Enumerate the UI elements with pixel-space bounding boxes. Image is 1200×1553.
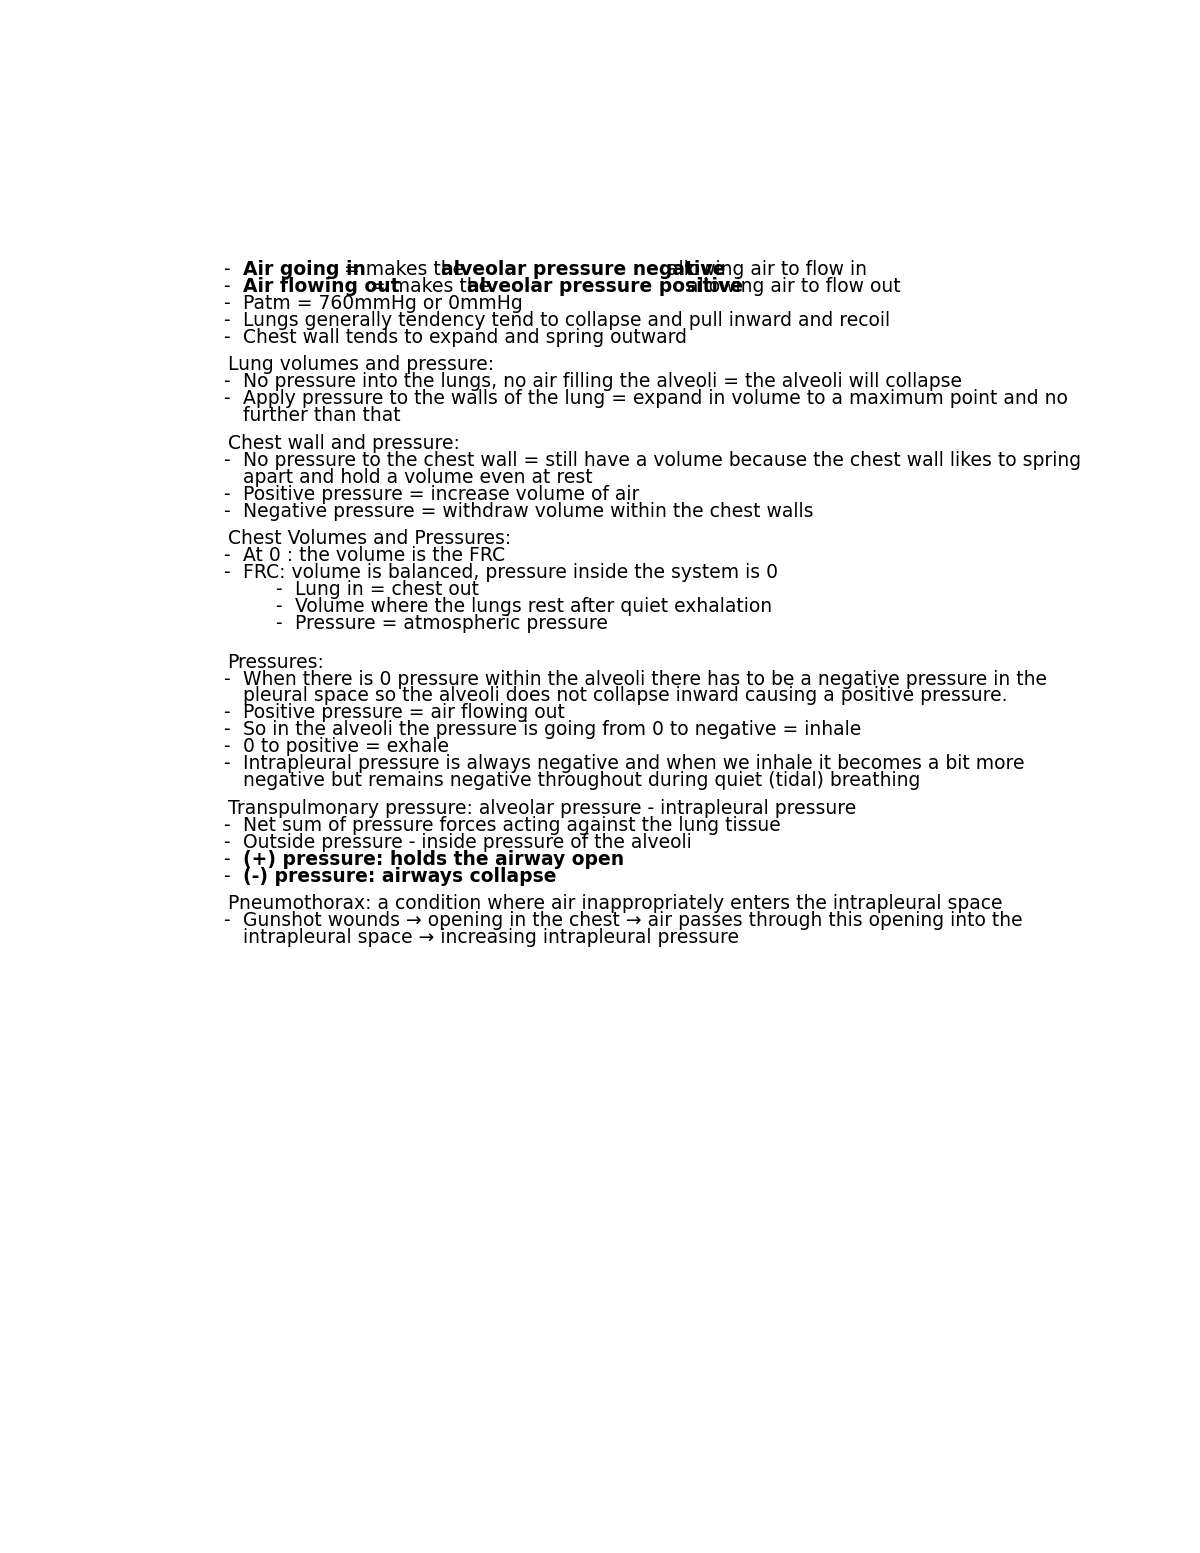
- Text: -: -: [223, 502, 230, 520]
- Text: Pneumothorax: a condition where air inappropriately enters the intrapleural spac: Pneumothorax: a condition where air inap…: [228, 895, 1002, 913]
- Text: -: -: [223, 564, 230, 582]
- Text: (+) pressure: holds the airway open: (+) pressure: holds the airway open: [242, 849, 624, 868]
- Text: Lung volumes and pressure:: Lung volumes and pressure:: [228, 356, 493, 374]
- Text: When there is 0 pressure within the alveoli there has to be a negative pressure : When there is 0 pressure within the alve…: [242, 669, 1046, 688]
- Text: -: -: [223, 815, 230, 836]
- Text: So in the alveoli the pressure is going from 0 to negative = inhale: So in the alveoli the pressure is going …: [242, 721, 862, 739]
- Text: -: -: [223, 832, 230, 851]
- Text: Lungs generally tendency tend to collapse and pull inward and recoil: Lungs generally tendency tend to collaps…: [242, 311, 890, 329]
- Text: -: -: [276, 598, 282, 617]
- Text: = makes the: = makes the: [338, 259, 470, 280]
- Text: negative but remains negative throughout during quiet (tidal) breathing: negative but remains negative throughout…: [242, 772, 920, 790]
- Text: Transpulmonary pressure: alveolar pressure - intrapleural pressure: Transpulmonary pressure: alveolar pressu…: [228, 798, 856, 818]
- Text: (-) pressure: airways collapse: (-) pressure: airways collapse: [242, 867, 557, 885]
- Text: alveolar pressure negative: alveolar pressure negative: [440, 259, 725, 280]
- Text: -: -: [223, 450, 230, 471]
- Text: Volume where the lungs rest after quiet exhalation: Volume where the lungs rest after quiet …: [295, 598, 772, 617]
- Text: Air flowing out: Air flowing out: [242, 276, 400, 297]
- Text: -: -: [223, 373, 230, 391]
- Text: Pressures:: Pressures:: [228, 652, 324, 671]
- Text: apart and hold a volume even at rest: apart and hold a volume even at rest: [242, 467, 593, 486]
- Text: allowing air to flow in: allowing air to flow in: [661, 259, 868, 280]
- Text: Pressure = atmospheric pressure: Pressure = atmospheric pressure: [295, 613, 607, 634]
- Text: Chest wall and pressure:: Chest wall and pressure:: [228, 433, 460, 453]
- Text: Gunshot wounds → opening in the chest → air passes through this opening into the: Gunshot wounds → opening in the chest → …: [242, 912, 1022, 930]
- Text: -: -: [223, 485, 230, 503]
- Text: Negative pressure = withdraw volume within the chest walls: Negative pressure = withdraw volume with…: [242, 502, 814, 520]
- Text: At 0 : the volume is the FRC: At 0 : the volume is the FRC: [242, 547, 505, 565]
- Text: Apply pressure to the walls of the lung = expand in volume to a maximum point an: Apply pressure to the walls of the lung …: [242, 390, 1068, 408]
- Text: Patm = 760mmHg or 0mmHg: Patm = 760mmHg or 0mmHg: [242, 294, 523, 312]
- Text: alveolar pressure positive: alveolar pressure positive: [467, 276, 743, 297]
- Text: Intrapleural pressure is always negative and when we inhale it becomes a bit mor: Intrapleural pressure is always negative…: [242, 755, 1025, 773]
- Text: -: -: [223, 294, 230, 312]
- Text: -: -: [223, 738, 230, 756]
- Text: -: -: [276, 581, 282, 599]
- Text: Lung in = chest out: Lung in = chest out: [295, 581, 479, 599]
- Text: -: -: [223, 311, 230, 329]
- Text: -: -: [223, 912, 230, 930]
- Text: pleural space so the alveoli does not collapse inward causing a positive pressur: pleural space so the alveoli does not co…: [242, 686, 1008, 705]
- Text: Positive pressure = increase volume of air: Positive pressure = increase volume of a…: [242, 485, 640, 503]
- Text: Air going in: Air going in: [242, 259, 366, 280]
- Text: intrapleural space → increasing intrapleural pressure: intrapleural space → increasing intraple…: [242, 929, 739, 947]
- Text: Outside pressure - inside pressure of the alveoli: Outside pressure - inside pressure of th…: [242, 832, 691, 851]
- Text: No pressure into the lungs, no air filling the alveoli = the alveoli will collap: No pressure into the lungs, no air filli…: [242, 373, 962, 391]
- Text: further than that: further than that: [242, 407, 401, 426]
- Text: No pressure to the chest wall = still have a volume because the chest wall likes: No pressure to the chest wall = still ha…: [242, 450, 1081, 471]
- Text: -: -: [223, 259, 230, 280]
- Text: -: -: [223, 704, 230, 722]
- Text: Net sum of pressure forces acting against the lung tissue: Net sum of pressure forces acting agains…: [242, 815, 781, 836]
- Text: allowing air to flow out: allowing air to flow out: [680, 276, 900, 297]
- Text: Chest Volumes and Pressures:: Chest Volumes and Pressures:: [228, 530, 511, 548]
- Text: -: -: [223, 867, 230, 885]
- Text: 0 to positive = exhale: 0 to positive = exhale: [242, 738, 449, 756]
- Text: -: -: [276, 613, 282, 634]
- Text: -: -: [223, 328, 230, 346]
- Text: Chest wall tends to expand and spring outward: Chest wall tends to expand and spring ou…: [242, 328, 686, 346]
- Text: -: -: [223, 547, 230, 565]
- Text: = makes the: = makes the: [365, 276, 497, 297]
- Text: -: -: [223, 849, 230, 868]
- Text: FRC: volume is balanced, pressure inside the system is 0: FRC: volume is balanced, pressure inside…: [242, 564, 778, 582]
- Text: -: -: [223, 721, 230, 739]
- Text: -: -: [223, 755, 230, 773]
- Text: Positive pressure = air flowing out: Positive pressure = air flowing out: [242, 704, 565, 722]
- Text: -: -: [223, 276, 230, 297]
- Text: -: -: [223, 390, 230, 408]
- Text: -: -: [223, 669, 230, 688]
